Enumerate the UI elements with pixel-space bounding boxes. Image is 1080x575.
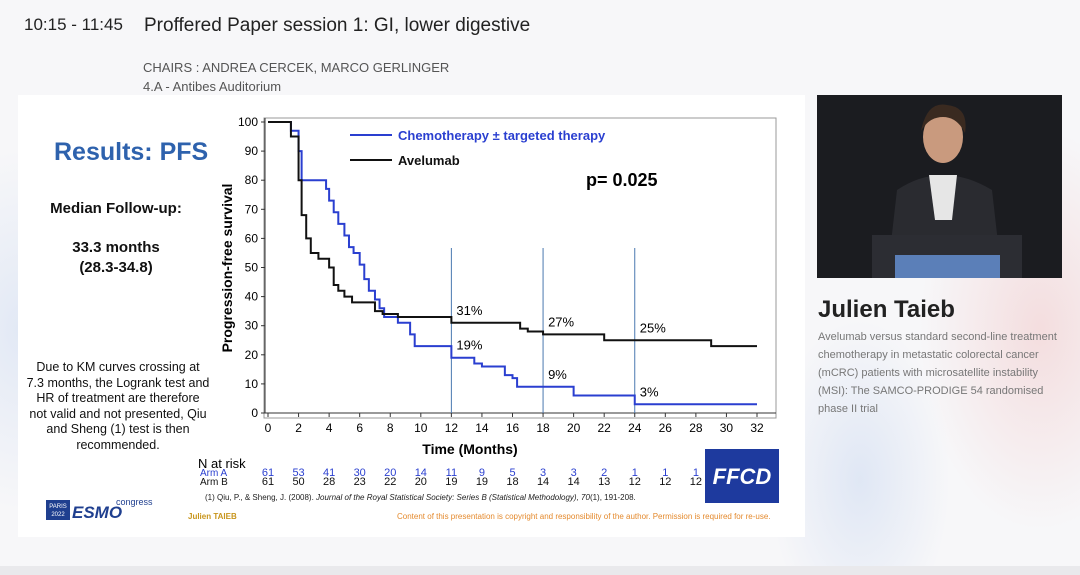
video-frame	[817, 95, 1062, 278]
reference-part: (1) Qiu, P., & Sheng, J. (2008).	[205, 493, 317, 502]
reference-part: (1), 191-208.	[589, 493, 636, 502]
speaker-video[interactable]	[817, 95, 1062, 278]
speaker-shirt	[929, 175, 957, 220]
room: 4.A - Antibes Auditorium	[143, 79, 282, 94]
bottom-bar	[0, 566, 1080, 575]
speaker-hair	[921, 104, 966, 133]
session-title: Proffered Paper session 1: GI, lower dig…	[144, 15, 531, 36]
presenter: Julien TAIEB	[188, 512, 237, 521]
talk-title: Avelumab versus standard second-line tre…	[818, 331, 1057, 415]
podium-banner	[895, 255, 1000, 278]
follow-up-value: 33.3 months	[72, 239, 160, 256]
reference-journal: Journal of the Royal Statistical Society…	[316, 493, 590, 502]
reference: (1) Qiu, P., & Sheng, J. (2008). Journal…	[205, 493, 636, 502]
follow-up-range: (28.3-34.8)	[79, 259, 153, 276]
chairs: CHAIRS : ANDREA CERCEK, MARCO GERLINGER	[143, 60, 450, 75]
copyright: Content of this presentation is copyrigh…	[397, 512, 771, 521]
session-time: 10:15 - 11:45	[24, 15, 123, 34]
speaker-name: Julien Taieb	[818, 296, 955, 323]
note: Due to KM curves crossing at 7.3 months,…	[26, 360, 210, 452]
follow-up-label: Median Follow-up:	[50, 200, 182, 217]
speaker-head	[923, 111, 963, 163]
slide-title: Results: PFS	[54, 138, 209, 166]
